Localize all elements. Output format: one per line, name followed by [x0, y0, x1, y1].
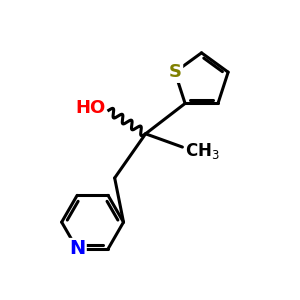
Text: CH$_3$: CH$_3$ — [185, 142, 220, 161]
Text: S: S — [168, 63, 182, 81]
Text: HO: HO — [75, 99, 105, 117]
Text: N: N — [69, 239, 85, 258]
